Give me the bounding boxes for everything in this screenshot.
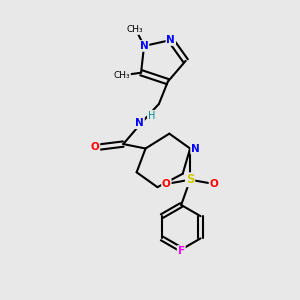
Text: H: H [148, 111, 155, 121]
Text: F: F [178, 246, 185, 256]
Text: N: N [135, 118, 144, 128]
Text: O: O [209, 179, 218, 189]
Text: N: N [191, 143, 200, 154]
Text: S: S [186, 173, 194, 186]
Text: O: O [162, 179, 171, 189]
Text: CH₃: CH₃ [127, 25, 143, 34]
Text: N: N [167, 35, 175, 45]
Text: CH₃: CH₃ [113, 71, 130, 80]
Text: O: O [91, 142, 99, 152]
Text: N: N [140, 41, 148, 51]
